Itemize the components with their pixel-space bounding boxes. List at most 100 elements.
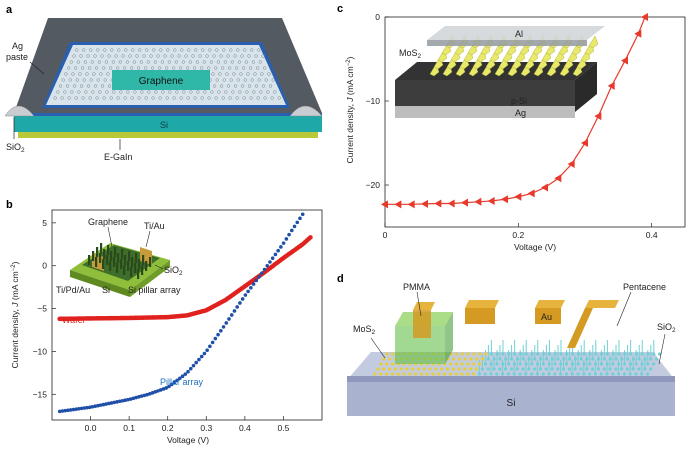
inset-graphene-label: Graphene [88, 217, 128, 227]
lattice-node [124, 48, 128, 52]
lattice-node [201, 48, 205, 52]
mos2-atom [419, 372, 423, 376]
pmma-block [395, 326, 445, 364]
pentacene-molecule [530, 352, 534, 356]
mos2-atom [481, 357, 485, 361]
data-point-pillar-array [123, 398, 128, 403]
lattice-node [208, 48, 212, 52]
mos2-atom [463, 367, 467, 371]
lattice-node [212, 54, 216, 58]
x-axis-label-c: Voltage (V) [514, 242, 556, 252]
lattice-node [261, 54, 265, 58]
lattice-node [153, 60, 158, 64]
data-marker-c [474, 197, 482, 206]
mos2-atom [391, 362, 395, 366]
si-pillar [107, 245, 110, 255]
pentacene-molecule [565, 352, 569, 356]
psi-layer [395, 80, 575, 112]
lattice-node [186, 66, 190, 70]
pentacene-molecule [608, 357, 612, 361]
mos2-atom [466, 352, 470, 356]
panel-d: d Si Au PMMA Pentacene MoS2 SiO2 [335, 268, 700, 450]
lattice-node [96, 78, 100, 82]
mos2-flake [588, 35, 599, 49]
lattice-node [195, 60, 200, 64]
data-point-pillar-array [194, 360, 199, 365]
data-point-pillar-array [164, 386, 168, 390]
lattice-node [205, 54, 209, 58]
mos2-atom [454, 372, 458, 376]
mos2-atom [402, 372, 406, 376]
data-point-pillar-array [180, 374, 185, 378]
lattice-node [93, 84, 98, 88]
si-layer [14, 116, 322, 132]
data-point-wafer [308, 235, 313, 240]
lattice-node [81, 96, 85, 100]
pentacene-molecule [628, 362, 632, 366]
lattice-node [96, 48, 100, 52]
data-point-pillar-array [145, 392, 149, 397]
si-pillar [114, 247, 117, 257]
x-tick-label-c: 0 [383, 230, 388, 240]
si-pillar [124, 255, 127, 265]
si-pillar [103, 249, 106, 259]
lattice-node [69, 60, 73, 64]
pentacene-molecule [544, 367, 548, 371]
lattice-node [184, 54, 188, 58]
lattice-node [75, 78, 79, 82]
pentacene-molecule [582, 362, 586, 366]
lattice-node [79, 54, 83, 58]
mos2-atom [431, 372, 435, 376]
pentacene-molecule [588, 372, 592, 376]
pentacene-molecule [518, 372, 522, 376]
mos2-atom [428, 367, 432, 371]
lattice-node [167, 60, 172, 64]
mos2-atom [455, 352, 459, 356]
lattice-node [215, 78, 219, 82]
pentacene-molecule [614, 367, 618, 371]
lattice-node [219, 54, 223, 58]
panel-c: c 0 0.2 0.4 0 −10 −20 Voltage (V) Current den… [335, 0, 700, 265]
lattice-node [74, 96, 78, 100]
lattice-node [268, 84, 273, 88]
mos2-atom [457, 367, 461, 371]
si-pillar [120, 259, 123, 269]
panel-a-diagram: a Graphene Si Ag paste SiO2 E-GaIn [4, 4, 323, 162]
lattice-node [212, 84, 217, 88]
lattice-node [235, 96, 239, 100]
data-point-pillar-array [246, 289, 250, 294]
data-marker-c [581, 139, 588, 147]
lattice-node [89, 78, 93, 82]
pentacene-molecule [611, 372, 615, 376]
x-tick-label-c: 0.4 [646, 230, 658, 240]
mos2-atom [393, 367, 397, 371]
x-axis-label-b: Voltage (V) [167, 435, 209, 445]
lattice-node [86, 84, 91, 88]
lattice-node [109, 66, 113, 70]
si-pillar [142, 255, 145, 265]
lattice-node [154, 90, 158, 94]
lattice-node [172, 96, 176, 100]
x-tick-label-b: 0.0 [85, 423, 97, 433]
pentacene-molecule [562, 357, 566, 361]
pentacene-molecule [495, 352, 499, 356]
pentacene-molecule [512, 362, 516, 366]
lattice-node [263, 66, 267, 70]
x-tick-label-c: 0.2 [512, 230, 524, 240]
au-label: Au [541, 312, 552, 322]
ag-paste-arrow [29, 61, 45, 75]
lattice-node [75, 48, 79, 52]
lattice-node [95, 66, 99, 70]
lattice-node [260, 72, 264, 76]
lattice-node [174, 60, 179, 64]
panel-c-chart: c 0 0.2 0.4 0 −10 −20 Voltage (V) Current den… [337, 3, 686, 252]
lattice-node [131, 48, 135, 52]
lattice-node [61, 78, 65, 82]
lattice-node [137, 66, 141, 70]
mos2-atom [405, 367, 409, 371]
ag-paste-dome-left [4, 105, 35, 117]
mos2-atom [396, 372, 400, 376]
mos2-atom [425, 372, 429, 376]
mos2-atom [399, 367, 403, 371]
lattice-node [231, 90, 235, 94]
